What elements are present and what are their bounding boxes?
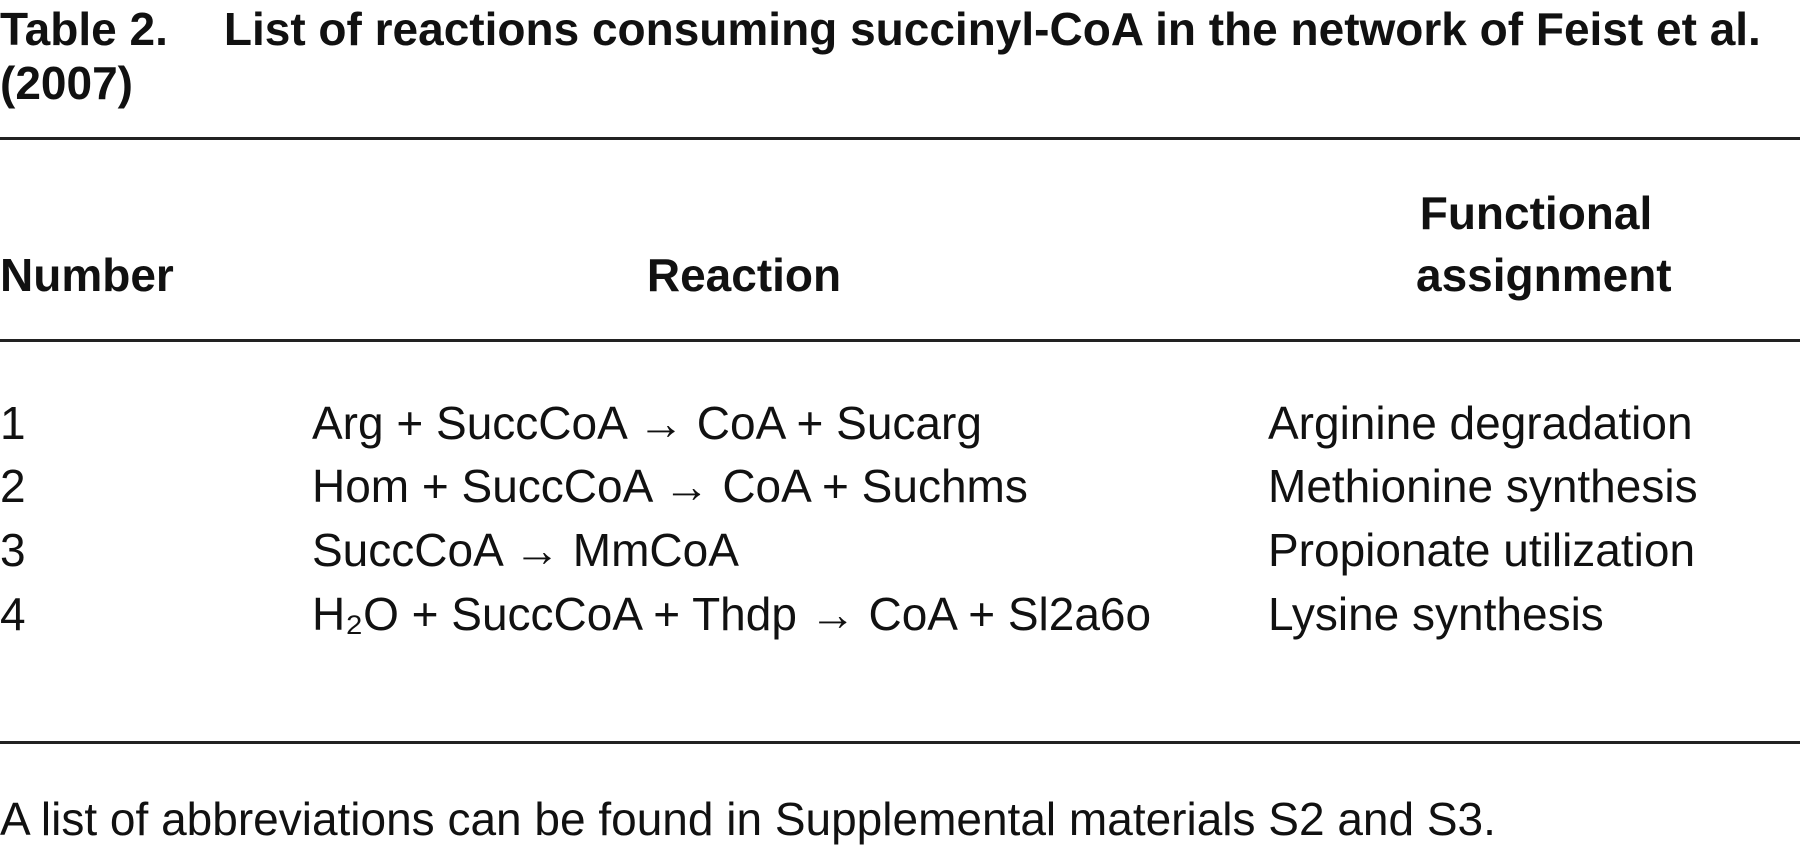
functional-assignment: Lysine synthesis xyxy=(1268,588,1604,640)
row-number: 3 xyxy=(0,524,26,576)
reaction: H₂O + SuccCoA + Thdp → CoA + Sl2a6o xyxy=(312,588,1152,640)
functional-assignment: Propionate utilization xyxy=(1268,524,1696,576)
functional-assignment: Methionine synthesis xyxy=(1268,460,1698,512)
row-number: 2 xyxy=(0,460,26,512)
bottom-rule xyxy=(0,741,1800,744)
header-rule xyxy=(0,339,1800,342)
reaction: SuccCoA → MmCoA xyxy=(312,524,739,576)
reaction: Arg + SuccCoA → CoA + Sucarg xyxy=(312,397,982,449)
table-caption: Table 2. List of reactions consuming succ… xyxy=(0,2,1790,110)
top-rule xyxy=(0,137,1800,140)
row-number: 1 xyxy=(0,397,26,449)
reaction: Hom + SuccCoA → CoA + Suchms xyxy=(312,460,1028,512)
column-header: Reaction xyxy=(646,249,842,301)
column-header: Functional assignment xyxy=(1416,187,1672,301)
functional-assignment: Arginine degradation xyxy=(1268,397,1693,449)
row-number: 4 xyxy=(0,588,26,640)
caption-label: Table 2. xyxy=(0,3,168,55)
caption-title: List of reactions consuming succinyl-CoA… xyxy=(0,3,1761,109)
footnote: A list of abbreviations can be found in … xyxy=(0,793,1496,845)
column-header: Number xyxy=(0,249,174,301)
